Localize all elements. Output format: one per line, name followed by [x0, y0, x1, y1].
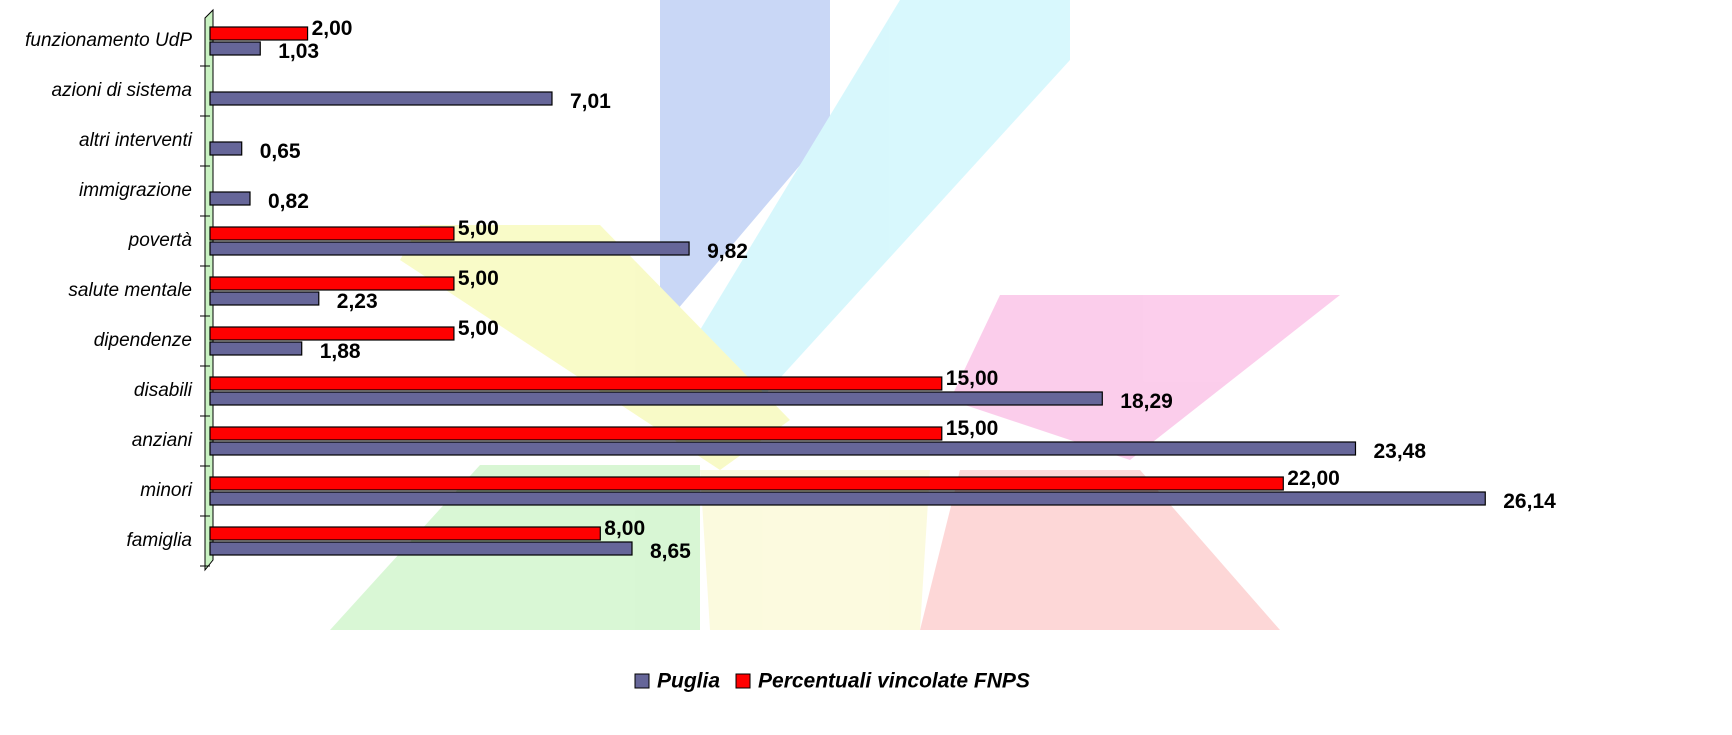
legend-box [625, 630, 1060, 670]
plot-area: funzionamento UdP 1,032,00 azioni di siste… [25, 17, 1556, 567]
category-label: famiglia [127, 530, 192, 551]
value-label: 22,00 [1287, 467, 1340, 490]
bar [209, 141, 243, 156]
legend-label: Percentuali vincolate FNPS [758, 670, 1030, 693]
bar [209, 91, 553, 106]
bar [209, 226, 455, 241]
legend-swatch [735, 673, 751, 689]
value-label: 2,00 [312, 17, 353, 40]
value-label: 1,03 [278, 40, 319, 63]
legend-label: Puglia [657, 670, 720, 693]
value-label: 2,23 [337, 290, 378, 313]
category-label: anziani [132, 430, 193, 451]
category-label: altri interventi [79, 130, 193, 151]
category-label: immigrazione [79, 180, 192, 201]
category-label: azioni di sistema [52, 80, 192, 101]
bar [209, 341, 303, 356]
bar [209, 376, 943, 391]
value-label: 5,00 [458, 317, 499, 340]
category-label: disabili [134, 380, 193, 401]
category-label: dipendenze [94, 330, 192, 351]
value-label: 0,65 [260, 140, 301, 163]
value-label: 8,00 [604, 517, 645, 540]
bar [209, 291, 320, 306]
bar [209, 391, 1103, 406]
bar [209, 41, 261, 56]
value-label: 18,29 [1120, 390, 1173, 413]
bar [209, 276, 455, 291]
bar [209, 326, 455, 341]
bar [209, 241, 690, 256]
bar [209, 426, 943, 441]
bar [209, 491, 1486, 506]
value-label: 23,48 [1373, 440, 1426, 463]
value-label: 5,00 [458, 217, 499, 240]
value-label: 9,82 [707, 240, 748, 263]
value-label: 7,01 [570, 90, 611, 113]
value-label: 15,00 [946, 417, 999, 440]
category-label: funzionamento UdP [25, 30, 192, 51]
bar [209, 191, 251, 206]
legend: Puglia Percentuali vincolate FNPS [634, 670, 1030, 693]
category-label: salute mentale [68, 280, 192, 301]
background-decoration [330, 0, 1340, 630]
legend-swatch [634, 673, 650, 689]
bar [209, 441, 1357, 456]
value-label: 0,82 [268, 190, 309, 213]
value-label: 26,14 [1503, 490, 1556, 513]
value-label: 15,00 [946, 367, 999, 390]
value-label: 1,88 [320, 340, 361, 363]
category-label: minori [140, 480, 193, 501]
bar [209, 26, 309, 41]
value-label: 8,65 [650, 540, 691, 563]
bar [209, 476, 1284, 491]
bar [209, 541, 633, 556]
value-label: 5,00 [458, 267, 499, 290]
category-label: povertà [128, 230, 192, 251]
bar [209, 526, 601, 541]
